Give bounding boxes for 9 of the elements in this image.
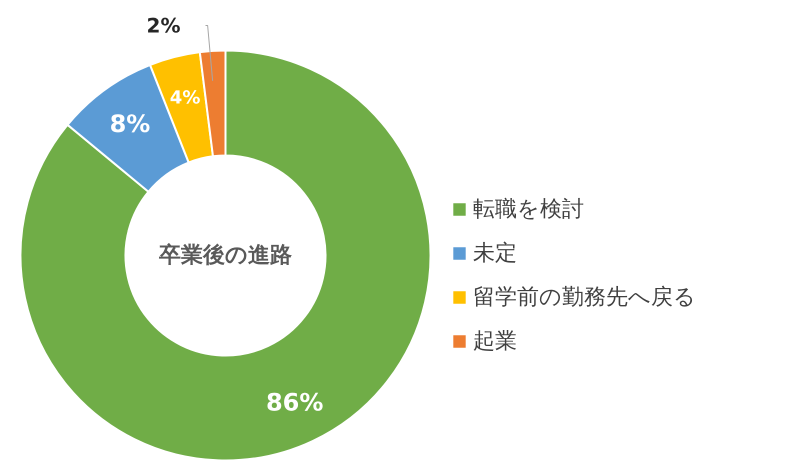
data-label: 4% [170, 88, 200, 109]
legend-label: 留学前の勤務先へ戻る [473, 284, 696, 312]
data-label: 2% [146, 14, 181, 38]
data-label: 8% [110, 110, 150, 138]
data-label: 86% [266, 388, 324, 417]
legend-label: 起業 [473, 328, 517, 356]
legend-label: 転職を検討 [473, 196, 584, 224]
legend-label: 未定 [473, 240, 517, 268]
text: 卒業後の進路 [158, 242, 292, 268]
